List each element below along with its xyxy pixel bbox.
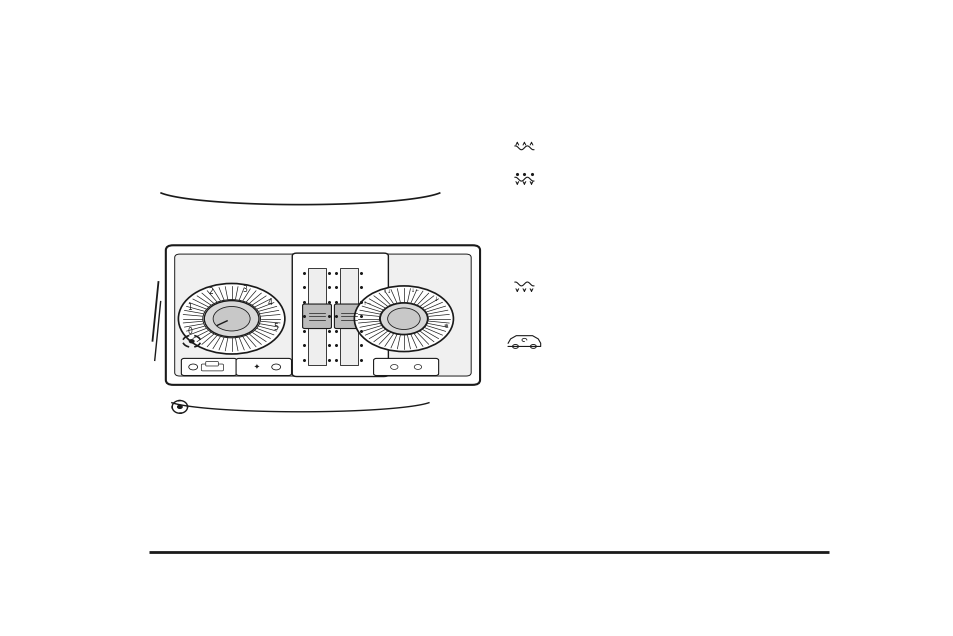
FancyBboxPatch shape (166, 245, 479, 385)
Text: ↓~: ↓~ (411, 288, 419, 293)
FancyBboxPatch shape (235, 359, 292, 375)
Text: 4: 4 (268, 298, 273, 307)
Circle shape (178, 284, 285, 354)
Text: 5: 5 (273, 323, 277, 332)
Circle shape (414, 364, 421, 370)
Circle shape (272, 364, 280, 370)
FancyBboxPatch shape (335, 304, 363, 329)
Circle shape (390, 364, 397, 370)
FancyBboxPatch shape (201, 364, 223, 371)
Text: 1: 1 (187, 303, 192, 312)
Circle shape (530, 345, 536, 349)
FancyBboxPatch shape (292, 253, 388, 377)
Circle shape (379, 303, 428, 335)
Bar (339, 268, 357, 365)
FancyBboxPatch shape (174, 254, 471, 376)
Bar (308, 268, 326, 365)
Circle shape (190, 340, 193, 343)
Circle shape (189, 364, 197, 370)
Circle shape (177, 405, 182, 408)
FancyBboxPatch shape (302, 304, 331, 329)
Circle shape (512, 345, 517, 349)
FancyBboxPatch shape (374, 359, 438, 375)
Text: ✦: ✦ (253, 364, 259, 370)
FancyBboxPatch shape (181, 359, 236, 375)
FancyBboxPatch shape (206, 362, 218, 366)
Text: ↓: ↓ (434, 297, 438, 302)
Text: 3: 3 (242, 285, 247, 294)
Text: 2: 2 (208, 287, 213, 296)
Text: ↑~: ↑~ (362, 301, 371, 306)
Text: ↑↓: ↑↓ (383, 289, 392, 294)
Circle shape (354, 286, 453, 352)
Circle shape (380, 303, 427, 335)
Circle shape (204, 301, 258, 337)
Circle shape (213, 307, 250, 331)
Circle shape (387, 308, 419, 329)
Text: 0: 0 (188, 327, 193, 336)
Circle shape (203, 300, 260, 338)
Text: ❅: ❅ (443, 324, 448, 329)
